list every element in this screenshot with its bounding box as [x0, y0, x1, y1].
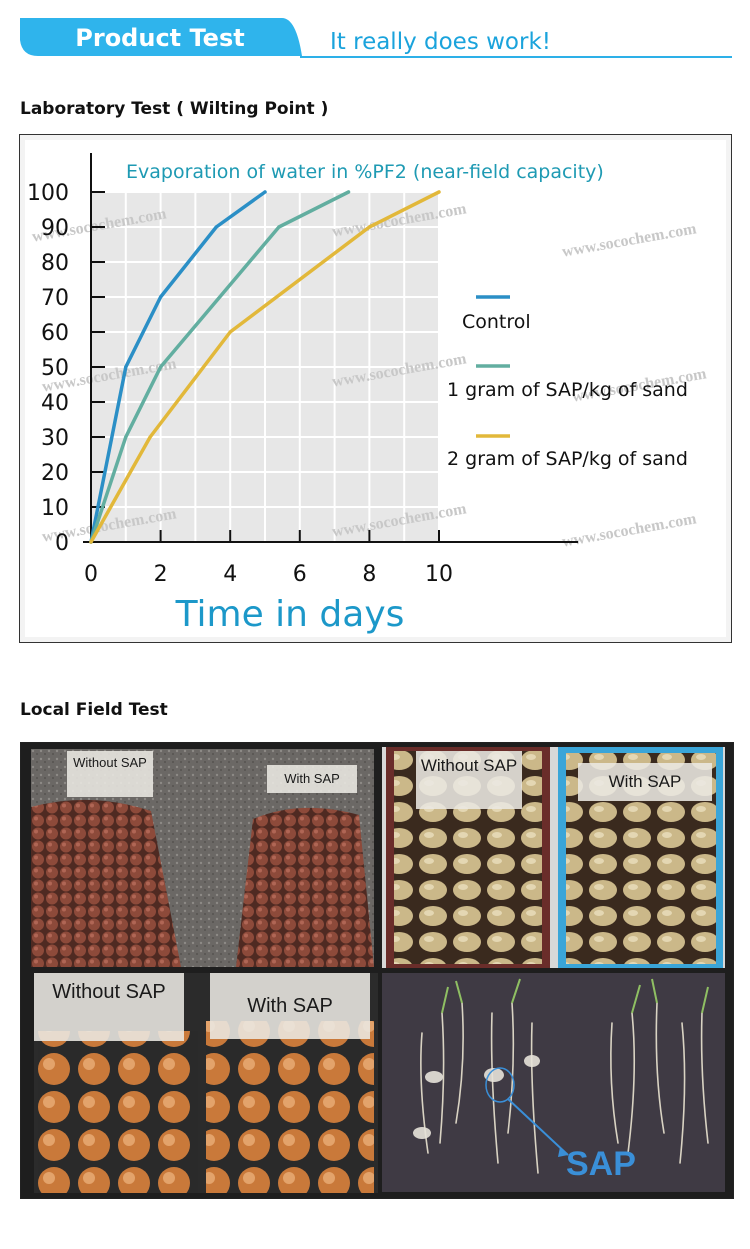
photo-label-text: Without SAP — [73, 755, 147, 770]
y-tick-label: 80 — [41, 251, 69, 276]
chart-frame: www.socochem.com www.socochem.com www.soco… — [19, 134, 732, 643]
x-tick-label: 10 — [425, 562, 453, 587]
y-tick-label: 100 — [27, 181, 69, 206]
field-section-title: Local Field Test — [20, 700, 168, 720]
banner-divider — [300, 56, 732, 58]
x-tick-label: 2 — [154, 562, 168, 587]
series-point-1 — [263, 190, 267, 194]
series-point-2 — [124, 435, 128, 439]
series-point-1 — [214, 225, 218, 229]
photo-seedlings: SAP — [382, 973, 725, 1192]
legend-label-2: 1 gram of SAP/kg of sand — [447, 379, 688, 401]
y-tick-label: 70 — [41, 286, 69, 311]
series-point-2 — [159, 365, 163, 369]
x-tick-label: 8 — [362, 562, 376, 587]
photo-label-with: With SAP — [267, 765, 357, 793]
photo-clay-pellets: Without SAP With SAP — [31, 749, 374, 967]
photo-label-text: Without SAP — [52, 981, 166, 1003]
series-point-3 — [89, 540, 93, 544]
photo-label-text: With SAP — [284, 771, 340, 786]
legend-label-3: 2 gram of SAP/kg of sand — [447, 448, 688, 470]
photo-label-text: Without SAP — [420, 756, 518, 775]
series-point-3 — [367, 225, 371, 229]
x-tick-label: 4 — [223, 562, 237, 587]
photo-grid: Without SAP With SAP Without SAP — [20, 742, 734, 1199]
photo-label-without: Without SAP — [34, 973, 184, 1041]
photo-label-text: With SAP — [608, 772, 682, 791]
series-point-3 — [437, 190, 441, 194]
series-point-2 — [346, 190, 351, 194]
chart-title: Evaporation of water in %PF2 (near-field… — [126, 161, 604, 183]
x-axis-label: Time in days — [175, 594, 405, 635]
clay-pellets-image — [31, 749, 374, 967]
banner-tagline: It really does work! — [330, 29, 552, 55]
y-tick-label: 40 — [41, 391, 69, 416]
y-tick-label: 30 — [41, 426, 69, 451]
series-point-1 — [159, 295, 163, 299]
series-point-3 — [228, 330, 232, 334]
x-tick-label: 6 — [293, 562, 307, 587]
banner-tab — [20, 18, 302, 56]
photo-label-with: With SAP — [210, 973, 370, 1039]
photo-label-without: Without SAP — [67, 751, 153, 797]
series-point-1 — [124, 365, 128, 369]
y-tick-label: 90 — [41, 216, 69, 241]
series-point-2 — [277, 225, 281, 229]
evaporation-chart: www.socochem.com www.socochem.com www.soco… — [27, 153, 708, 635]
series-point-3 — [148, 435, 152, 439]
y-tick-label: 20 — [41, 461, 69, 486]
seedlings-image — [382, 973, 725, 1192]
photo-label-without: Without SAP — [416, 751, 522, 809]
photo-potato-trays: Without SAP With SAP — [382, 747, 725, 968]
sap-annotation: SAP — [566, 1145, 636, 1183]
x-tick-label: 0 — [84, 562, 98, 587]
watermark-text: www.socochem.com — [561, 220, 699, 260]
photo-onions: Without SAP With SAP — [34, 973, 378, 1193]
y-tick-label: 10 — [41, 496, 69, 521]
banner-title: Product Test — [75, 24, 245, 52]
y-tick-label: 60 — [41, 321, 69, 346]
y-tick-label: 50 — [41, 356, 69, 381]
legend-label-1: Control — [462, 311, 531, 333]
photo-label-with: With SAP — [578, 763, 712, 801]
lab-section-title: Laboratory Test ( Wilting Point ) — [20, 99, 329, 119]
photo-label-text: With SAP — [247, 995, 333, 1017]
y-tick-label: 0 — [55, 531, 69, 556]
watermark-text: www.socochem.com — [561, 510, 699, 550]
